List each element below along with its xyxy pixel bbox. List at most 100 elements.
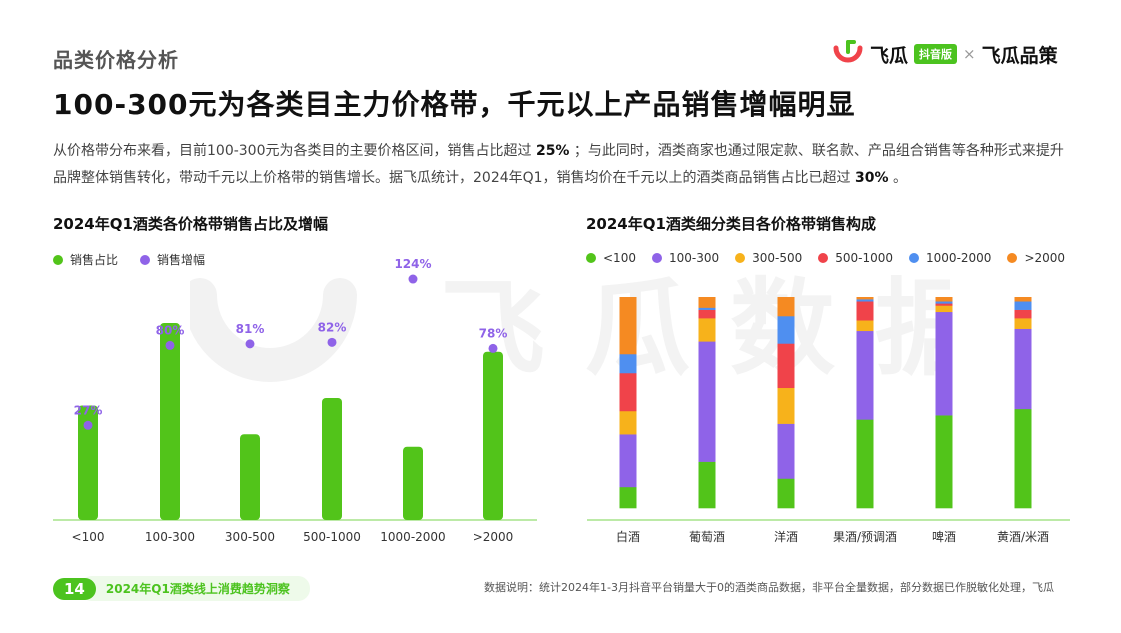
page-number: 14	[53, 577, 96, 600]
stack-segment	[698, 341, 716, 462]
legend-label: >2000	[1024, 251, 1066, 265]
stack-segment	[856, 297, 874, 300]
left-chart-legend: 销售占比 销售增幅	[53, 251, 205, 268]
logo-times: ×	[963, 45, 976, 63]
x-tick-label: 1000-2000	[380, 530, 445, 544]
desc-part-3: 。	[892, 170, 907, 186]
stack-segment	[1014, 328, 1032, 410]
growth-point	[83, 420, 93, 430]
legend-label: 100-300	[668, 251, 720, 265]
growth-point	[165, 340, 175, 350]
stack-segment	[856, 320, 874, 332]
share-bar	[483, 351, 503, 520]
legend-marker-share	[53, 254, 63, 265]
stack-segment	[777, 478, 795, 509]
right-chart-title: 2024年Q1酒类细分类目各价格带销售构成	[586, 215, 876, 233]
legend-item: 1000-2000	[909, 251, 991, 265]
legend-marker	[651, 253, 662, 263]
brand-logo: 飞瓜 抖音版 × 飞瓜品策	[832, 38, 1058, 70]
growth-point	[327, 337, 337, 347]
growth-data-label: 82%	[318, 320, 347, 334]
x-tick-label: 黄酒/米酒	[997, 530, 1049, 544]
legend-label-growth: 销售增幅	[157, 253, 206, 267]
legend-item: 300-500	[735, 251, 802, 265]
stack-segment	[619, 410, 637, 435]
footer: 14 2024年Q1酒类线上消费趋势洞察	[53, 576, 310, 601]
legend-marker	[1007, 253, 1018, 263]
legend-label-share: 销售占比	[70, 253, 119, 267]
growth-data-label: 78%	[479, 326, 508, 340]
desc-highlight-2: 30%	[855, 170, 889, 186]
stack-segment	[619, 434, 637, 488]
desc-part-1: 从价格带分布来看，目前100-300元为各类目的主要价格区间，销售占比超过	[53, 143, 532, 159]
x-tick-label: 洋酒	[774, 529, 798, 544]
feigua-logo-icon	[833, 40, 863, 63]
logo-badge: 抖音版	[914, 44, 958, 64]
stack-segment	[698, 297, 716, 308]
stack-segment	[619, 372, 637, 412]
stack-segment	[619, 353, 637, 374]
stack-segment	[935, 305, 953, 313]
share-bar	[160, 323, 180, 520]
stack-segment	[1014, 318, 1032, 329]
stack-segment	[856, 299, 874, 302]
share-bar	[78, 405, 98, 520]
stack-segment	[777, 297, 795, 317]
stack-segment	[856, 301, 874, 321]
x-tick-label: 白酒	[616, 529, 640, 544]
logo-brand: 飞瓜	[870, 44, 909, 67]
legend-label: 500-1000	[835, 251, 894, 265]
stack-segment	[1014, 309, 1032, 319]
stack-segment	[935, 311, 953, 416]
stack-segment	[619, 486, 637, 509]
desc-part-2: ；与此同时，酒类商家也通过限定款、联名款、产品组合销售等各种形式来提升品牌整体销…	[53, 143, 1064, 186]
stack-segment	[1014, 297, 1032, 302]
stack-segment	[777, 343, 795, 389]
share-bar	[240, 434, 260, 520]
legend-item: <100	[586, 251, 636, 265]
stack-segment	[856, 330, 874, 420]
legend-marker	[818, 253, 829, 263]
growth-point	[488, 343, 498, 353]
stack-segment	[777, 423, 795, 479]
page-headline: 100-300元为各类目主力价格带，千元以上产品销售增幅明显	[53, 88, 856, 121]
x-tick-label: 果酒/预调酒	[833, 530, 897, 544]
growth-data-label: 27%	[74, 403, 103, 417]
stack-segment	[698, 318, 716, 342]
x-tick-label: 啤酒	[932, 529, 956, 544]
section-title: 品类价格分析	[53, 48, 179, 72]
logo-brand-2: 飞瓜品策	[981, 44, 1058, 67]
growth-data-label: 124%	[394, 257, 431, 271]
x-tick-label: 葡萄酒	[689, 530, 725, 544]
stack-segment	[935, 415, 953, 509]
legend-marker	[586, 253, 596, 263]
legend-label: 1000-2000	[926, 251, 992, 265]
x-tick-label: 300-500	[225, 530, 275, 544]
growth-data-label: 81%	[236, 322, 265, 336]
stack-segment	[1014, 408, 1032, 509]
share-bar	[403, 446, 423, 520]
growth-point	[245, 339, 255, 349]
data-footnote: 数据说明：统计2024年1-3月抖音平台销量大于0的酒类商品数据，非平台全量数据…	[484, 581, 1054, 594]
x-tick-label: >2000	[473, 530, 514, 544]
right-chart-plot: 白酒 葡萄酒 洋酒 果酒/预调酒 啤酒 黄酒/米酒	[587, 297, 1070, 544]
left-chart-title: 2024年Q1酒类各价格带销售占比及增幅	[53, 215, 328, 233]
stack-segment	[935, 297, 953, 302]
legend-label: 300-500	[752, 251, 803, 265]
legend-marker	[735, 253, 746, 263]
legend-item: >2000	[1007, 251, 1065, 265]
x-tick-label: 500-1000	[303, 530, 361, 544]
right-chart-legend: <100 100-300 300-500 500-1000 1000-2000 >2000	[586, 251, 1065, 265]
report-title: 2024年Q1酒类线上消费趋势洞察	[79, 576, 310, 601]
legend-item-share: 销售占比	[53, 251, 118, 268]
stack-segment	[698, 461, 716, 509]
growth-data-label: 80%	[156, 323, 185, 337]
stack-segment	[856, 419, 874, 509]
legend-marker	[909, 253, 920, 263]
legend-item: 500-1000	[818, 251, 893, 265]
legend-label: <100	[603, 251, 636, 265]
stack-segment	[777, 315, 795, 344]
stack-segment	[935, 301, 953, 304]
stack-segment	[1014, 301, 1032, 310]
stack-segment	[935, 303, 953, 306]
